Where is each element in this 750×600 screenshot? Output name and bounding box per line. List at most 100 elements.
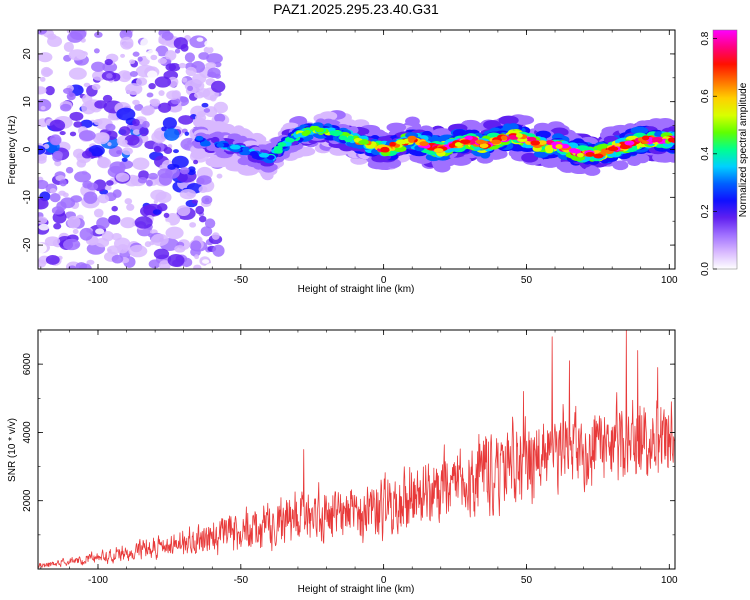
spectrogram-ridge-cell bbox=[258, 152, 270, 158]
spectrogram-noise-blob bbox=[184, 131, 190, 136]
spectrogram-ridge-cell bbox=[206, 144, 218, 152]
spectrogram-noise-blob bbox=[112, 189, 122, 198]
spectrogram-ridge-cell bbox=[585, 152, 595, 157]
spectrogram-y-axis-label: Frequency (Hz) bbox=[7, 116, 18, 185]
spectrogram-noise-blob bbox=[198, 185, 208, 194]
spectrogram-noise-blob bbox=[121, 157, 128, 162]
spectrogram-noise-blob bbox=[178, 115, 194, 125]
spectrogram-noise-blob bbox=[158, 38, 166, 45]
spectrogram-noise-blob bbox=[60, 103, 72, 112]
spectrogram-noise-blob bbox=[179, 96, 189, 103]
spectrogram-noise-blob bbox=[207, 67, 221, 78]
spectrogram-noise-blob bbox=[80, 119, 93, 129]
spectrogram-ridge-cell bbox=[647, 118, 665, 128]
spectrogram-noise-blob bbox=[116, 107, 136, 121]
spectrogram-noise-blob bbox=[152, 209, 161, 215]
spectrogram-ridge-cell bbox=[380, 147, 390, 153]
spectrogram-ridge-cell bbox=[498, 115, 519, 126]
snr-panel: -100 -50 0 50 100 2000 4000 6000 Height of str… bbox=[7, 329, 678, 595]
spectrogram-noise-blob bbox=[62, 192, 69, 198]
spectrogram-noise-blob bbox=[158, 260, 171, 269]
spectrogram-noise-blob bbox=[194, 254, 200, 260]
spectrogram-ridge-cell bbox=[285, 138, 295, 143]
spectrogram-noise-blob bbox=[184, 52, 196, 63]
colorbar-tick-label: 0.4 bbox=[700, 146, 711, 160]
spectrogram-ridge-cell bbox=[654, 131, 663, 138]
spectrogram-noise-blob bbox=[202, 259, 210, 264]
spectrogram-noise-blob bbox=[104, 58, 113, 66]
spectrogram-ridge-cell bbox=[555, 144, 563, 149]
spectrogram-ridge-cell bbox=[475, 139, 485, 145]
spectrogram-noise-blob bbox=[67, 215, 81, 229]
spectrogram-noise-blob bbox=[213, 101, 228, 114]
spectrogram-noise-blob bbox=[132, 118, 140, 127]
spectrogram-noise-blob bbox=[137, 176, 148, 184]
spectrogram-noise-blob bbox=[179, 167, 190, 175]
spectrogram-ridge-cell bbox=[452, 129, 467, 138]
spectrogram-noise-blob bbox=[45, 85, 55, 96]
snr-x-ticks: -100 -50 0 50 100 bbox=[40, 330, 678, 586]
spectrogram-noise-blob bbox=[69, 131, 77, 137]
spectrogram-ridge-cell bbox=[556, 161, 575, 172]
spectrogram-noise-blob bbox=[91, 83, 101, 91]
spectrogram-noise-blob bbox=[137, 56, 143, 62]
spectrogram-noise-blob bbox=[193, 264, 202, 269]
spectrogram-noise-blob bbox=[197, 111, 206, 118]
spectrogram-noise-blob bbox=[161, 31, 174, 41]
spectrogram-ridge-cell bbox=[630, 126, 649, 135]
spectrogram-noise-blob bbox=[198, 52, 210, 60]
x-tick-label: 0 bbox=[381, 275, 387, 286]
spectrogram-noise-blob bbox=[203, 108, 211, 113]
spectrogram-noise-blob bbox=[53, 223, 62, 230]
spectrogram-noise-blob bbox=[47, 35, 63, 48]
spectrogram-ridge-cell bbox=[358, 140, 370, 145]
spectrogram-ridge-cell bbox=[242, 146, 250, 152]
spectrogram-heatmap bbox=[38, 30, 675, 269]
plot-title: PAZ1.2025.295.23.40.G31 bbox=[273, 1, 439, 17]
spectrogram-ridge-cell bbox=[331, 131, 341, 137]
spectrogram-noise-blob bbox=[150, 233, 169, 247]
y-tick-label: 0 bbox=[22, 146, 33, 152]
spectrogram-noise-blob bbox=[203, 46, 214, 54]
spectrogram-x-ticks: -100 -50 0 50 100 bbox=[40, 30, 678, 286]
x-tick-label: 0 bbox=[381, 575, 387, 586]
y-tick-label: -20 bbox=[22, 237, 33, 252]
spectrogram-noise-blob bbox=[122, 41, 134, 49]
spectrogram-noise-blob bbox=[132, 129, 141, 136]
spectrogram-noise-blob bbox=[38, 145, 46, 155]
spectrogram-noise-blob bbox=[86, 259, 95, 265]
spectrogram-noise-blob bbox=[146, 92, 154, 98]
spectrogram-noise-blob bbox=[165, 226, 184, 240]
spectrogram-noise-blob bbox=[66, 92, 76, 101]
spectrogram-ridge-cell bbox=[619, 144, 631, 150]
spectrogram-noise-blob bbox=[43, 143, 50, 149]
spectrogram-noise-blob bbox=[81, 150, 93, 159]
spectrogram-ridge-cell bbox=[464, 135, 473, 141]
spectrogram-noise-blob bbox=[176, 205, 191, 217]
spectrogram-noise-blob bbox=[163, 147, 173, 155]
spectrogram-ridge-cell bbox=[261, 164, 276, 173]
spectrogram-noise-blob bbox=[171, 155, 189, 169]
x-tick-label: 100 bbox=[661, 275, 678, 286]
spectrogram-noise-blob bbox=[108, 214, 121, 225]
spectrogram-ridge-cell bbox=[208, 157, 225, 168]
spectrogram-noise-blob bbox=[63, 41, 74, 52]
spectrogram-y-ticks: -20 -10 0 10 20 bbox=[22, 29, 675, 270]
spectrogram-noise-blob bbox=[158, 172, 173, 186]
spectrogram-noise-blob bbox=[93, 118, 103, 126]
colorbar-frame bbox=[712, 29, 738, 270]
spectrogram-noise-blob bbox=[190, 240, 202, 252]
spectrogram-noise-blob bbox=[163, 212, 170, 218]
spectrogram-noise-blob bbox=[204, 40, 215, 48]
spectrogram-noise-blob bbox=[59, 131, 66, 136]
spectrogram-ridge-cell bbox=[408, 138, 415, 143]
spectrogram-ridge-cell bbox=[419, 141, 429, 147]
spectrogram-noise-blob bbox=[151, 130, 167, 144]
spectrogram-noise-blob bbox=[189, 35, 208, 49]
spectrogram-noise-blob bbox=[192, 73, 207, 84]
spectrogram-noise-blob bbox=[107, 142, 112, 147]
spectrogram-noise-blob bbox=[93, 48, 100, 54]
spectrogram-ridge-cell bbox=[656, 137, 663, 143]
spectrogram-noise-blob bbox=[105, 123, 116, 132]
spectrogram-noise-blob bbox=[149, 98, 158, 105]
